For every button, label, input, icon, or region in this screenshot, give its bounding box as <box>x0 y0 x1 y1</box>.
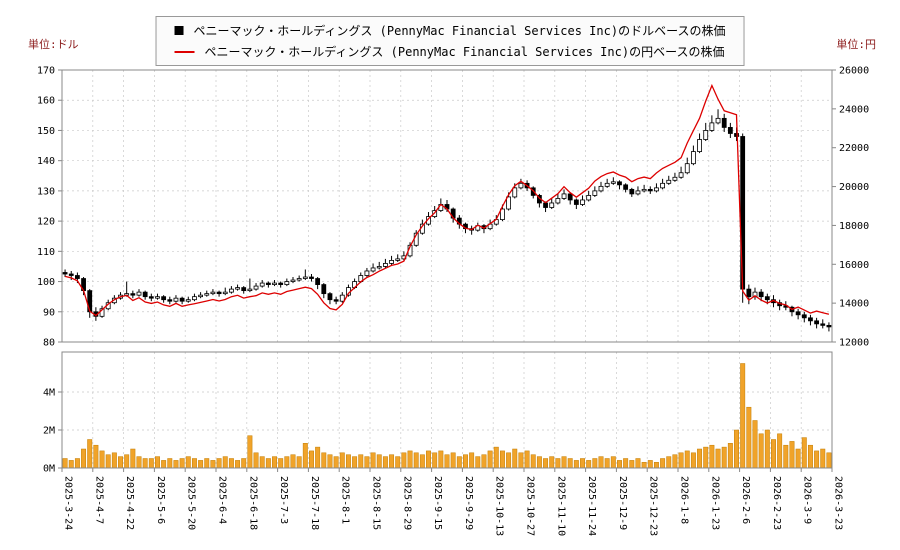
svg-text:2025-9-15: 2025-9-15 <box>432 476 443 530</box>
svg-text:110: 110 <box>37 247 55 258</box>
svg-text:140: 140 <box>37 156 55 167</box>
svg-text:4M: 4M <box>43 388 55 399</box>
svg-text:80: 80 <box>43 338 55 349</box>
svg-text:2025-4-7: 2025-4-7 <box>93 476 104 524</box>
svg-text:2M: 2M <box>43 426 55 437</box>
svg-text:2025-5-6: 2025-5-6 <box>155 476 166 524</box>
legend-item-dollar: ペニーマック・ホールディングス (PennyMac Financial Serv… <box>174 22 726 39</box>
left-axis-unit-label: 単位:ドル <box>28 38 79 51</box>
svg-text:2026-2-6: 2026-2-6 <box>740 476 751 524</box>
svg-text:20000: 20000 <box>839 182 869 193</box>
svg-text:0M: 0M <box>43 464 55 475</box>
svg-text:2025-11-10: 2025-11-10 <box>555 476 566 536</box>
svg-text:2025-4-22: 2025-4-22 <box>124 476 135 530</box>
svg-text:90: 90 <box>43 307 55 318</box>
svg-text:2025-12-23: 2025-12-23 <box>648 476 659 536</box>
yen-series-line-icon <box>174 50 195 53</box>
svg-text:2025-5-20: 2025-5-20 <box>186 476 197 530</box>
svg-text:2025-10-27: 2025-10-27 <box>525 476 536 536</box>
svg-text:170: 170 <box>37 66 55 77</box>
svg-text:2025-10-13: 2025-10-13 <box>494 476 505 536</box>
svg-text:2025-9-29: 2025-9-29 <box>463 476 474 530</box>
svg-text:2025-7-18: 2025-7-18 <box>309 476 320 530</box>
right-axis-unit-label: 単位:円 <box>836 38 876 51</box>
svg-text:22000: 22000 <box>839 143 869 154</box>
svg-text:150: 150 <box>37 126 55 137</box>
svg-text:2025-6-4: 2025-6-4 <box>217 476 228 524</box>
svg-text:2025-8-1: 2025-8-1 <box>340 476 351 524</box>
svg-text:18000: 18000 <box>839 221 869 232</box>
svg-text:2025-12-9: 2025-12-9 <box>617 476 628 530</box>
svg-text:130: 130 <box>37 186 55 197</box>
legend: ペニーマック・ホールディングス (PennyMac Financial Serv… <box>155 16 745 66</box>
svg-text:24000: 24000 <box>839 104 869 115</box>
svg-text:14000: 14000 <box>839 299 869 310</box>
svg-text:100: 100 <box>37 277 55 288</box>
svg-text:2025-6-18: 2025-6-18 <box>247 476 258 530</box>
svg-text:2025-3-24: 2025-3-24 <box>63 476 74 530</box>
svg-text:16000: 16000 <box>839 260 869 271</box>
dollar-series-square-icon <box>174 26 184 35</box>
svg-text:2025-8-15: 2025-8-15 <box>371 476 382 530</box>
svg-text:2025-7-3: 2025-7-3 <box>278 476 289 524</box>
svg-text:2026-3-9: 2026-3-9 <box>802 476 813 524</box>
svg-text:2025-11-24: 2025-11-24 <box>586 476 597 536</box>
svg-text:120: 120 <box>37 217 55 228</box>
svg-text:2026-2-23: 2026-2-23 <box>771 476 782 530</box>
legend-label-dollar: ペニーマック・ホールディングス (PennyMac Financial Serv… <box>193 24 726 38</box>
svg-text:2025-8-29: 2025-8-29 <box>401 476 412 530</box>
svg-text:26000: 26000 <box>839 66 869 77</box>
legend-label-yen: ペニーマック・ホールディングス (PennyMac Financial Serv… <box>204 45 725 59</box>
svg-text:2026-1-8: 2026-1-8 <box>679 476 690 524</box>
legend-item-yen: ペニーマック・ホールディングス (PennyMac Financial Serv… <box>174 43 726 60</box>
svg-text:2026-1-23: 2026-1-23 <box>709 476 720 530</box>
svg-text:12000: 12000 <box>839 338 869 349</box>
svg-text:2026-3-23: 2026-3-23 <box>833 476 844 530</box>
svg-text:160: 160 <box>37 96 55 107</box>
